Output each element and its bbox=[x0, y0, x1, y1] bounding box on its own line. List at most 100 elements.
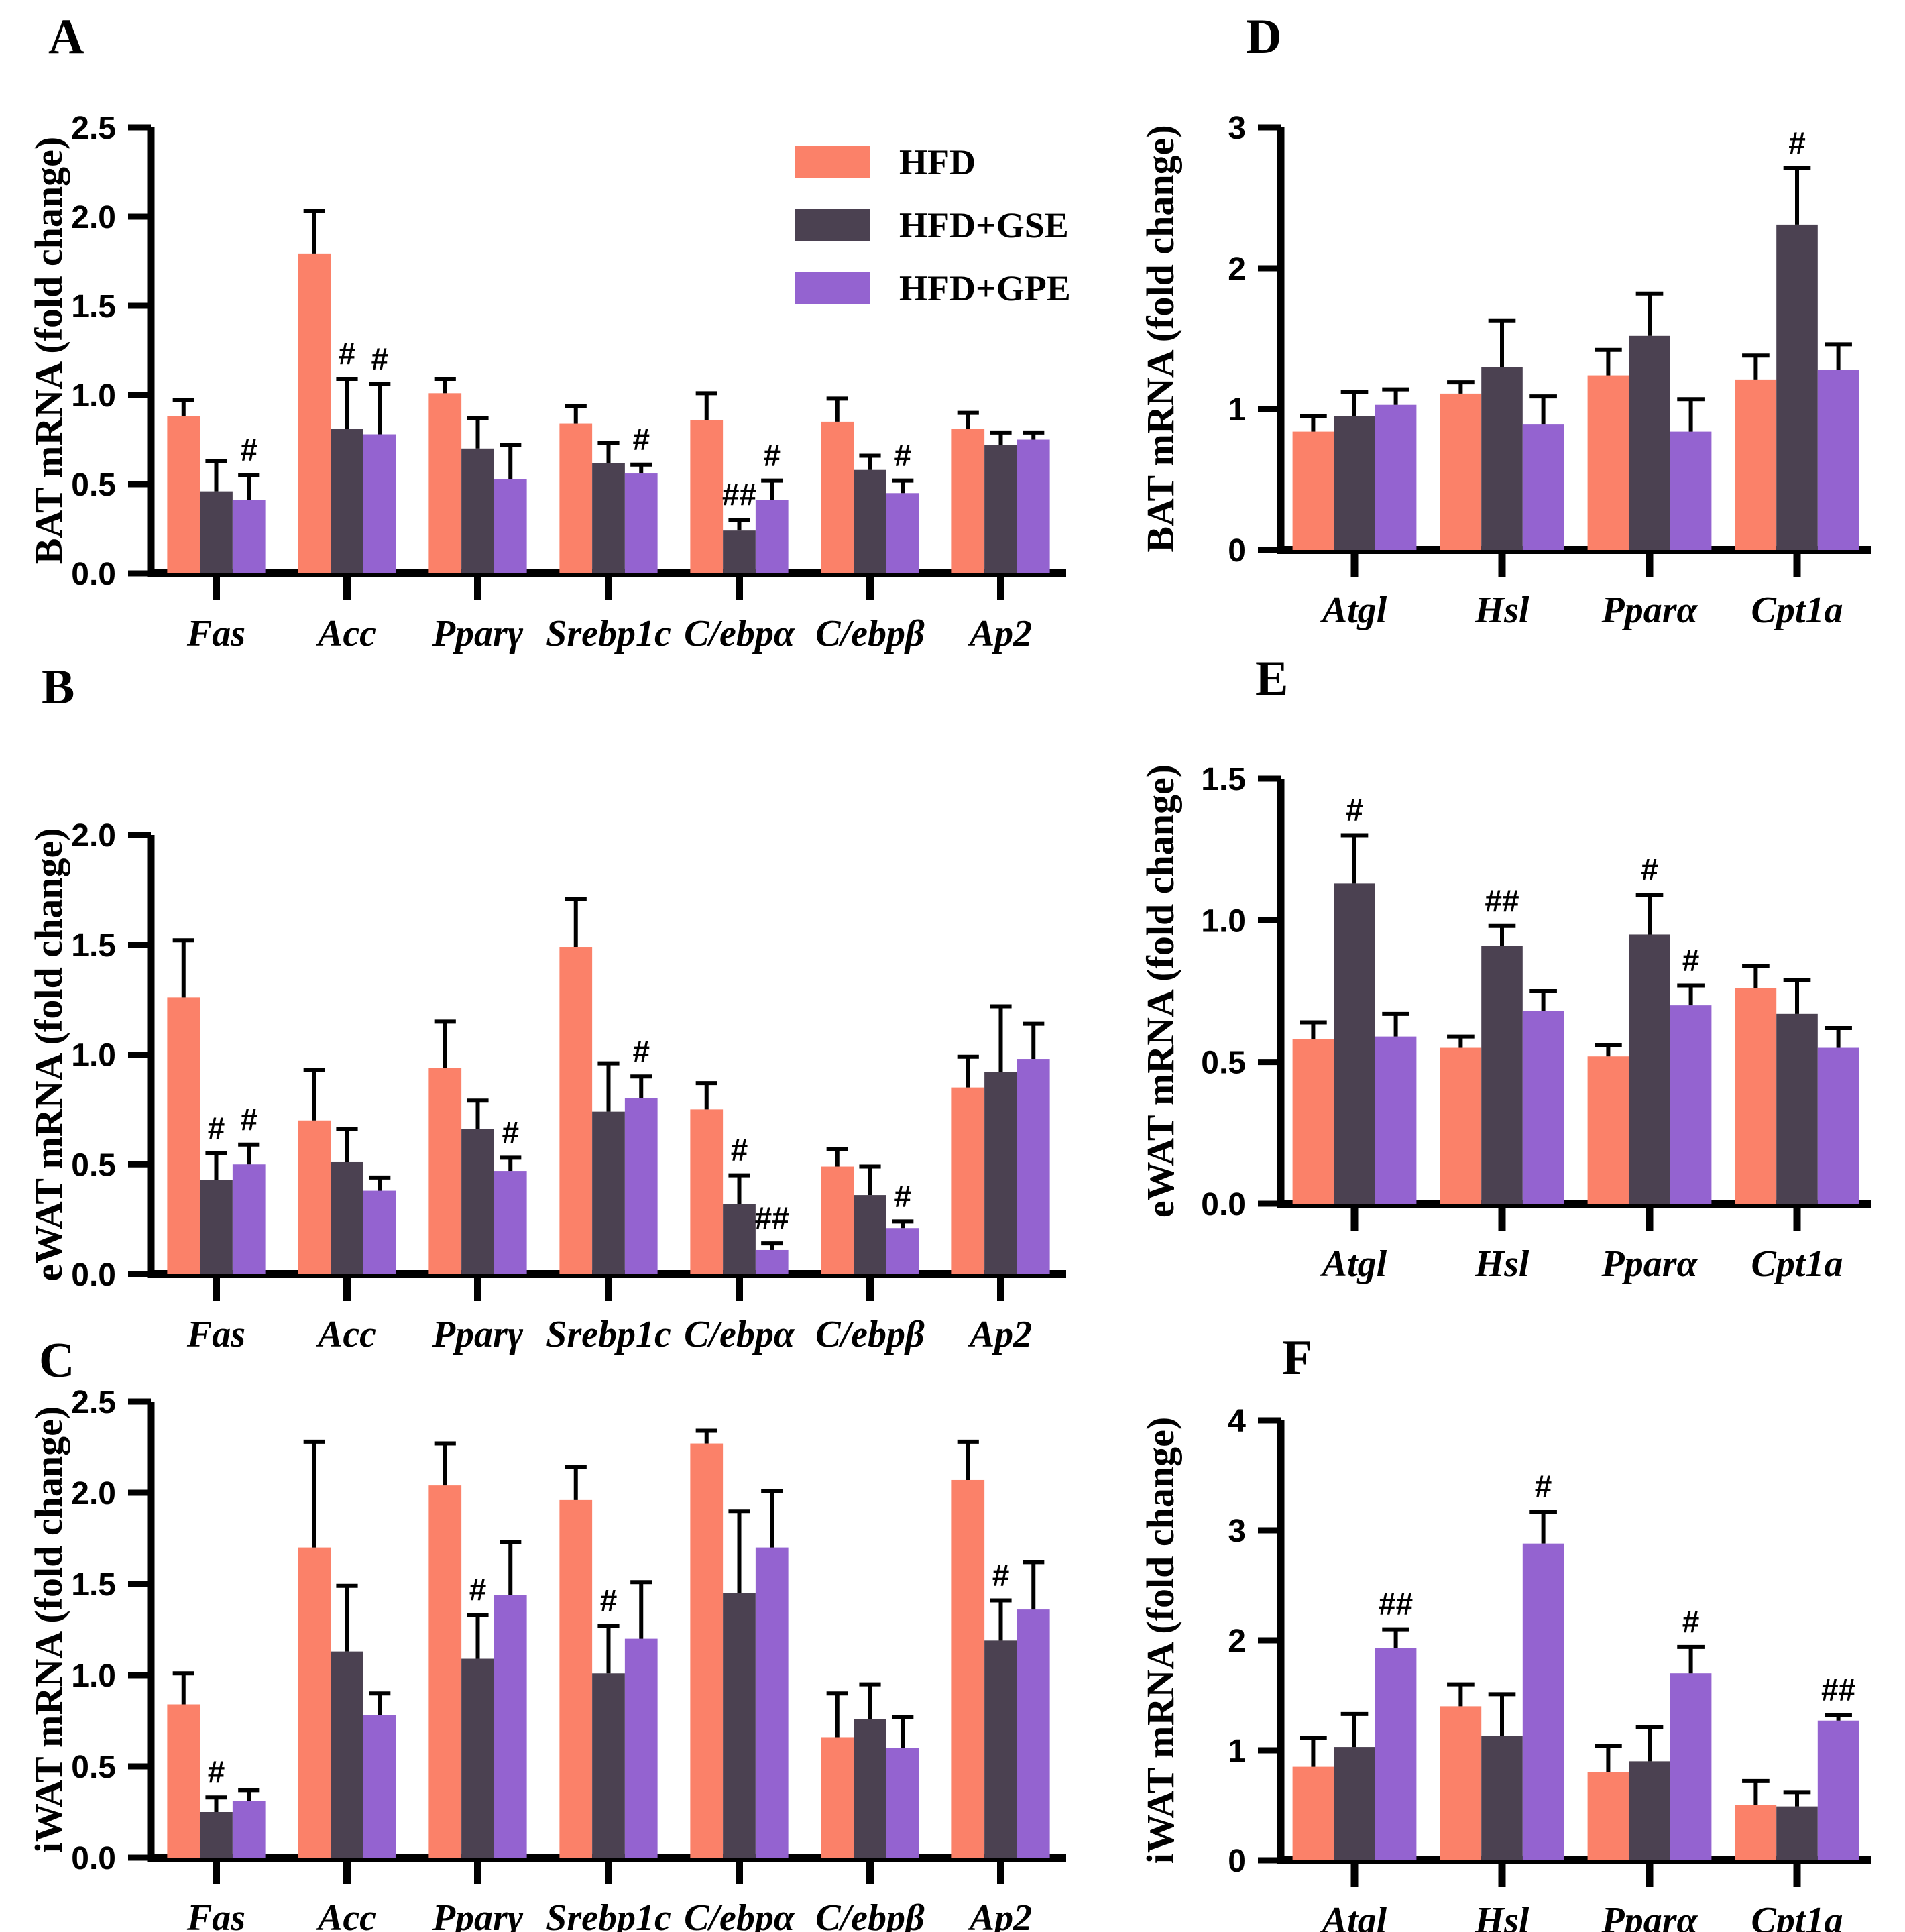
category-label: C/ebpα bbox=[684, 1314, 795, 1355]
panel-label-e: E bbox=[1255, 651, 1289, 706]
category-label: Ap2 bbox=[968, 1314, 1032, 1355]
y-tick-label: 0 bbox=[1228, 533, 1246, 569]
category-label: Atgl bbox=[1320, 589, 1387, 631]
bar-HFD-Srebp1c bbox=[559, 947, 593, 1274]
bar-HFD-Hsl bbox=[1440, 1047, 1482, 1204]
significance-label: # bbox=[600, 1583, 618, 1618]
panel-d-bat-lipolysis: 0 1 2 3 BAT mRNA (fold change) Atgl Hsl Pparα Cp… bbox=[1110, 7, 1894, 684]
bar-HFD+GPE-Atgl bbox=[1375, 404, 1417, 550]
bar-HFD-Acc bbox=[298, 253, 331, 573]
bar-HFD+GPE-Pparγ bbox=[494, 1595, 527, 1858]
category-label: Pparα bbox=[1601, 589, 1698, 631]
y-tick-label: 0.5 bbox=[71, 467, 116, 503]
y-tick-label: 2 bbox=[1228, 1624, 1246, 1659]
significance-label: ## bbox=[1379, 1587, 1413, 1622]
bar-HFD-Atgl bbox=[1292, 1766, 1334, 1860]
bar-HFD-Pparα bbox=[1587, 1056, 1629, 1204]
category-label: C/ebpα bbox=[684, 1897, 795, 1932]
y-tick-label: 1.5 bbox=[71, 928, 116, 964]
significance-label: # bbox=[1535, 1469, 1552, 1503]
significance-label: # bbox=[240, 433, 257, 467]
significance-label: # bbox=[1346, 793, 1363, 828]
bar-HFD-Fas bbox=[167, 1704, 200, 1858]
bar-HFD-Pparα bbox=[1587, 375, 1629, 550]
bar-HFD+GSE-C/ebpα bbox=[723, 1204, 756, 1274]
bar-HFD+GSE-Cpt1a bbox=[1776, 224, 1818, 550]
significance-label: # bbox=[1788, 125, 1806, 160]
bar-HFD-C/ebpβ bbox=[821, 421, 854, 573]
bar-HFD-Ap2 bbox=[951, 1479, 985, 1858]
bar-HFD+GPE-Hsl bbox=[1522, 1011, 1564, 1204]
y-tick-label: 1.5 bbox=[71, 1567, 116, 1603]
bar-HFD+GPE-Pparα bbox=[1670, 431, 1712, 550]
bar-HFD+GSE-C/ebpβ bbox=[854, 469, 886, 573]
category-label: Acc bbox=[316, 1314, 376, 1355]
legend-label-hfd-gpe: HFD+GPE bbox=[899, 268, 1071, 308]
chart-F: 0 1 2 3 4 iWAT mRNA (fold change) Atgl ## Hsl # Pp… bbox=[1139, 1404, 1871, 1932]
bar-HFD-Pparγ bbox=[428, 393, 462, 573]
bar-HFD-Ap2 bbox=[951, 1087, 985, 1274]
bar-HFD+GPE-Atgl bbox=[1375, 1648, 1417, 1860]
significance-label: # bbox=[992, 1557, 1010, 1592]
y-tick-label: 2.5 bbox=[71, 1385, 116, 1420]
bar-HFD-Cpt1a bbox=[1735, 1805, 1777, 1860]
legend-swatch-hfd-gse bbox=[795, 209, 870, 241]
category-label: Fas bbox=[186, 1897, 245, 1932]
significance-label: ## bbox=[755, 1200, 789, 1235]
bar-HFD+GSE-Pparγ bbox=[461, 448, 494, 573]
bar-HFD-Srebp1c bbox=[559, 423, 593, 573]
category-label: Srebp1c bbox=[546, 613, 671, 655]
category-label: Pparα bbox=[1601, 1243, 1698, 1285]
y-tick-label: 3 bbox=[1228, 1514, 1246, 1549]
significance-label: # bbox=[632, 1033, 650, 1068]
bar-HFD+GPE-Acc bbox=[363, 1715, 396, 1858]
bar-HFD+GPE-Cpt1a bbox=[1817, 1720, 1859, 1860]
bar-HFD+GPE-Pparγ bbox=[494, 479, 527, 573]
bar-HFD-Atgl bbox=[1292, 1039, 1334, 1204]
legend-item-hfd: HFD bbox=[795, 144, 1071, 180]
bar-HFD+GSE-Acc bbox=[331, 1161, 363, 1274]
significance-label: # bbox=[894, 1178, 911, 1213]
panel-a-bat-lipogenesis: 0.0 0.5 1.0 1.5 2.0 2.5 BAT mRNA (fold change)… bbox=[20, 7, 1083, 684]
bar-HFD+GSE-Ap2 bbox=[984, 1072, 1017, 1274]
bar-HFD+GSE-Pparα bbox=[1629, 335, 1670, 550]
y-tick-label: 0 bbox=[1228, 1843, 1246, 1879]
bar-HFD+GSE-C/ebpβ bbox=[854, 1719, 886, 1858]
bar-HFD-Hsl bbox=[1440, 1706, 1482, 1860]
panel-e-ewat-lipolysis: 0.0 0.5 1.0 1.5 eWAT mRNA (fold change) Atgl #… bbox=[1110, 684, 1894, 1355]
bar-HFD+GSE-Acc bbox=[331, 429, 363, 573]
y-tick-label: 1.5 bbox=[1201, 762, 1246, 797]
panel-f-iwat-lipolysis: 0 1 2 3 4 iWAT mRNA (fold change) Atgl ## Hsl # Pp… bbox=[1110, 1341, 1894, 1932]
y-tick-label: 1 bbox=[1228, 392, 1246, 428]
y-axis-title: BAT mRNA (fold change) bbox=[1139, 125, 1182, 553]
bar-HFD+GPE-Srebp1c bbox=[624, 473, 658, 573]
bar-HFD+GSE-Fas bbox=[200, 1812, 233, 1858]
bar-HFD-Atgl bbox=[1292, 431, 1334, 550]
y-tick-label: 1.0 bbox=[71, 378, 116, 414]
y-tick-label: 2.5 bbox=[71, 111, 116, 146]
panel-label-d: D bbox=[1246, 9, 1282, 64]
category-label: Cpt1a bbox=[1751, 1243, 1843, 1285]
y-tick-label: 0.5 bbox=[71, 1147, 116, 1183]
legend-swatch-hfd-gpe bbox=[795, 272, 870, 304]
bar-HFD+GSE-Fas bbox=[200, 1180, 233, 1274]
bar-HFD+GSE-Srebp1c bbox=[592, 463, 625, 573]
category-label: Fas bbox=[186, 613, 245, 655]
category-label: C/ebpβ bbox=[815, 613, 925, 655]
y-tick-label: 1.5 bbox=[71, 289, 116, 325]
bar-HFD+GSE-Cpt1a bbox=[1776, 1806, 1818, 1860]
bar-HFD+GPE-Ap2 bbox=[1017, 1609, 1050, 1858]
legend-swatch-hfd bbox=[795, 146, 870, 178]
category-label: Ap2 bbox=[968, 1897, 1032, 1932]
category-label: Hsl bbox=[1475, 589, 1529, 631]
bar-HFD+GSE-Atgl bbox=[1334, 1747, 1375, 1860]
bar-HFD-Cpt1a bbox=[1735, 988, 1777, 1204]
bar-HFD+GSE-Cpt1a bbox=[1776, 1013, 1818, 1204]
y-tick-label: 0.5 bbox=[1201, 1045, 1246, 1081]
bar-HFD-C/ebpα bbox=[690, 420, 724, 573]
y-axis-title: eWAT mRNA (fold change) bbox=[27, 828, 70, 1281]
y-tick-label: 0.0 bbox=[71, 1841, 116, 1876]
y-tick-label: 4 bbox=[1228, 1404, 1246, 1439]
legend-label-hfd-gse: HFD+GSE bbox=[899, 205, 1069, 245]
